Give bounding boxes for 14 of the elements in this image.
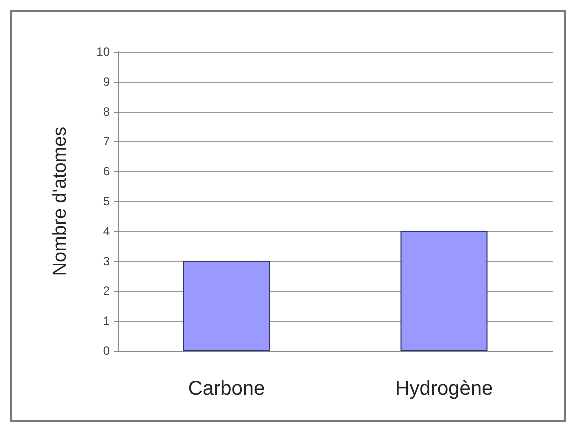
- x-tick-label: Hydrogène: [395, 378, 494, 400]
- y-tick-label: 9: [103, 74, 110, 89]
- y-tick-label: 3: [103, 254, 110, 268]
- y-tick-label: 2: [103, 284, 110, 298]
- y-tick-label: 6: [103, 164, 110, 179]
- x-tick-label: Carbone: [188, 378, 266, 400]
- y-tick-label: 0: [103, 344, 110, 358]
- y-tick-label: 10: [96, 45, 110, 59]
- y-tick-label: 4: [103, 224, 110, 238]
- y-tick-label: 8: [103, 104, 110, 119]
- y-axis-title: Nombre d'atomes: [50, 126, 71, 276]
- y-tick-label: 1: [103, 314, 110, 328]
- y-tick-label: 7: [103, 134, 110, 149]
- y-tick-label: 5: [103, 194, 110, 208]
